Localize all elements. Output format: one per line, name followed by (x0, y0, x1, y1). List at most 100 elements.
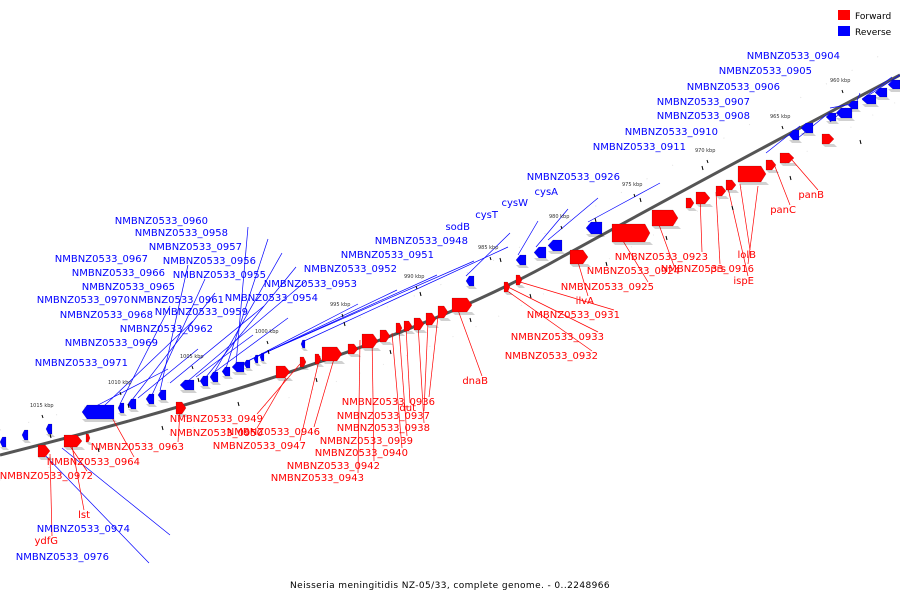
gene-shadow (64, 447, 85, 450)
forward-leader-line (423, 321, 429, 412)
forward-leader-line (577, 261, 589, 297)
reverse-gene-label-sodb: sodB (445, 222, 470, 233)
legend-reverse-swatch (838, 26, 850, 36)
reverse-gene-13 (300, 339, 306, 349)
reverse-gene-18 (221, 366, 231, 377)
forward-gene-label-nmbnz0533-0937: NMBNZ0533_0937 (337, 411, 430, 422)
reverse-leader-line (535, 208, 569, 248)
gene-shadow (716, 196, 729, 199)
reverse-gene-22 (157, 389, 167, 401)
forward-leader-line (739, 183, 751, 251)
scale-minor-tick (389, 349, 392, 355)
gene-shadow (780, 163, 797, 166)
legend-forward-swatch (838, 10, 850, 20)
scale-minor-tick (419, 291, 422, 297)
forward-leader-line (417, 323, 425, 424)
gene-shadow (86, 442, 93, 445)
gene-shadow (452, 312, 475, 315)
scale-minor-tick (97, 447, 100, 453)
scale-tick-mark (841, 89, 844, 94)
gene-shadow (875, 97, 890, 100)
forward-leader-line (256, 377, 287, 429)
scale-tick-mark (341, 313, 344, 318)
gene-shadow (696, 204, 713, 207)
gene-shadow (738, 182, 769, 185)
gene-shadow (146, 404, 157, 407)
forward-leader-line (791, 159, 819, 191)
scale-tick-mark (415, 285, 418, 290)
reverse-gene-label-nmbnz0533-0908: NMBNZ0533_0908 (657, 111, 750, 122)
gene-shadow (38, 457, 53, 460)
scale-tick-label: 1010 kbp (108, 380, 132, 386)
reverse-gene-label-nmbnz0533-0959: NMBNZ0533_0959 (155, 307, 248, 318)
reverse-leader-line (119, 305, 171, 405)
gene-shadow (380, 342, 393, 345)
reverse-gene-23 (145, 393, 155, 405)
forward-gene-label-nmbnz0533-0931: NMBNZ0533_0931 (527, 310, 620, 321)
reverse-gene-15 (259, 352, 265, 362)
forward-leader-line (747, 185, 759, 265)
reverse-gene-label-cysw: cysW (501, 198, 528, 209)
gene-shadow (244, 368, 253, 371)
forward-gene-16 (413, 317, 425, 331)
reverse-gene-label-nmbnz0533-0955: NMBNZ0533_0955 (173, 270, 266, 281)
reverse-gene-label-nmbnz0533-0907: NMBNZ0533_0907 (657, 97, 750, 108)
scale-tick-label: 1015 kbp (30, 403, 54, 409)
gene-shadow (612, 242, 653, 245)
gene-shadow (128, 409, 139, 412)
reverse-gene-label-nmbnz0533-0961: NMBNZ0533_0961 (131, 295, 224, 306)
gene-shadow (276, 378, 293, 381)
reverse-leader-line (159, 264, 189, 392)
forward-leader-line (505, 289, 593, 352)
reverse-gene-label-nmbnz0533-0962: NMBNZ0533_0962 (120, 324, 213, 335)
gene-shadow (158, 400, 169, 403)
scale-minor-tick (529, 293, 532, 299)
forward-gene-11 (515, 274, 523, 286)
forward-leader-line (391, 332, 403, 449)
gene-shadow (118, 413, 127, 416)
reverse-gene-0 (861, 94, 877, 105)
forward-leader-line (428, 315, 439, 398)
forward-leader-line (727, 187, 749, 277)
forward-gene-label-ydfg: ydfG (34, 536, 58, 547)
forward-gene-label-dut: dut (399, 403, 416, 414)
forward-gene-label-nmbnz0533-0946: NMBNZ0533_0946 (227, 427, 320, 438)
reverse-leader-line (39, 449, 150, 564)
forward-gene-15 (425, 312, 437, 326)
gene-shadow (822, 144, 837, 147)
forward-gene-label-nmbnz0533-0940: NMBNZ0533_0940 (315, 448, 408, 459)
scale-tick-label: 960 kbp (830, 78, 850, 84)
reverse-gene-label-cyst: cysT (475, 210, 499, 221)
forward-leader-line (256, 363, 301, 415)
forward-gene-27 (63, 434, 83, 448)
scale-minor-tick (789, 175, 792, 181)
reverse-gene-label-nmbnz0533-0953: NMBNZ0533_0953 (264, 279, 357, 290)
scale-tick-mark (489, 256, 492, 261)
forward-gene-18 (395, 322, 403, 334)
gene-shadow (516, 285, 525, 288)
forward-gene-26 (175, 401, 187, 415)
reverse-leader-line (465, 232, 511, 277)
scale-tick-mark (781, 125, 784, 130)
reverse-gene-label-nmbnz0533-0954: NMBNZ0533_0954 (225, 293, 318, 304)
gene-shadow (180, 390, 197, 393)
reverse-gene-label-nmbnz0533-0952: NMBNZ0533_0952 (304, 264, 397, 275)
reverse-gene-label-nmbnz0533-0926: NMBNZ0533_0926 (527, 172, 620, 183)
forward-gene-7 (685, 197, 695, 209)
forward-gene-label-lst: lst (78, 510, 90, 521)
forward-gene-28 (37, 444, 51, 458)
reverse-gene-label-nmbnz0533-0976: NMBNZ0533_0976 (16, 552, 109, 563)
forward-gene-label-panc: panC (770, 205, 796, 216)
forward-gene-label-lolb: lolB (737, 250, 756, 261)
forward-gene-6 (695, 191, 711, 205)
scale-minor-tick (161, 425, 164, 431)
forward-gene-2 (765, 159, 777, 171)
scale-tick-label: 990 kbp (404, 274, 424, 280)
forward-gene-4 (725, 179, 737, 191)
reverse-gene-25 (117, 402, 125, 414)
scale-tick-label: 1000 kbp (255, 329, 279, 335)
forward-gene-21 (347, 343, 359, 355)
scale-minor-tick (237, 401, 240, 407)
scale-tick-label: 1005 kbp (180, 354, 204, 360)
